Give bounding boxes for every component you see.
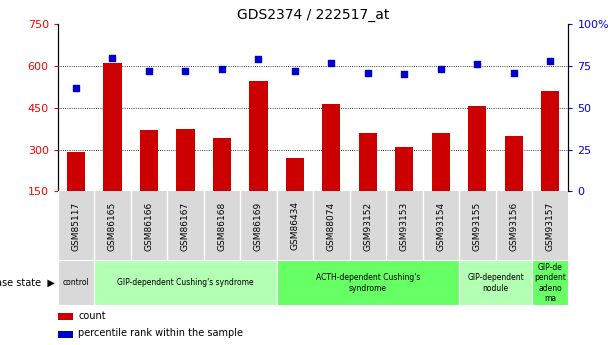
Bar [395,147,413,233]
Bar [67,152,85,233]
Bar [432,133,450,233]
Point [363,70,373,76]
Point [509,70,519,76]
Text: GSM93156: GSM93156 [510,201,518,250]
Bar [94,260,277,305]
Bar [176,129,195,233]
Text: control: control [63,278,89,287]
Text: GSM86166: GSM86166 [145,201,153,250]
Text: count: count [78,310,106,321]
Bar [359,133,377,233]
Text: GSM86434: GSM86434 [291,201,299,250]
Point [436,67,446,72]
Point [290,68,300,74]
Bar [322,104,340,233]
Text: GSM86165: GSM86165 [108,201,117,250]
Text: disease state  ▶: disease state ▶ [0,278,55,288]
Point [545,58,555,64]
Text: GIP-dependent Cushing's syndrome: GIP-dependent Cushing's syndrome [117,278,254,287]
Point [181,68,190,74]
Text: GSM86169: GSM86169 [254,201,263,250]
Text: GSM93157: GSM93157 [546,201,554,250]
Point [71,85,81,90]
Point [108,55,117,60]
Bar [459,260,532,305]
Point [254,57,263,62]
Bar [468,106,486,233]
Point [217,67,227,72]
Bar [140,130,158,233]
Point [399,72,409,77]
Bar [277,260,459,305]
Bar [58,313,73,320]
Bar [58,260,94,305]
Text: GSM85117: GSM85117 [72,201,80,250]
Text: GSM88074: GSM88074 [327,201,336,250]
Point [326,60,336,66]
Point [472,61,482,67]
Bar [286,158,304,233]
Point [144,68,154,74]
Text: GIP-dependent
nodule: GIP-dependent nodule [467,273,524,293]
Text: percentile rank within the sample: percentile rank within the sample [78,328,243,338]
Bar [213,138,231,233]
Bar [103,63,122,233]
Bar [505,136,523,233]
Text: GSM93155: GSM93155 [473,201,482,250]
Text: GSM93152: GSM93152 [364,201,372,250]
Text: ACTH-dependent Cushing's
syndrome: ACTH-dependent Cushing's syndrome [316,273,420,293]
Bar [541,91,559,233]
Text: GSM93153: GSM93153 [400,201,409,250]
Bar [532,260,568,305]
Text: GSM86167: GSM86167 [181,201,190,250]
Text: GIP-de
pendent
adeno
ma: GIP-de pendent adeno ma [534,263,566,303]
Text: GSM93154: GSM93154 [437,201,445,250]
Bar [58,331,73,338]
Title: GDS2374 / 222517_at: GDS2374 / 222517_at [237,8,389,22]
Text: GSM86168: GSM86168 [218,201,226,250]
Bar [249,81,268,233]
